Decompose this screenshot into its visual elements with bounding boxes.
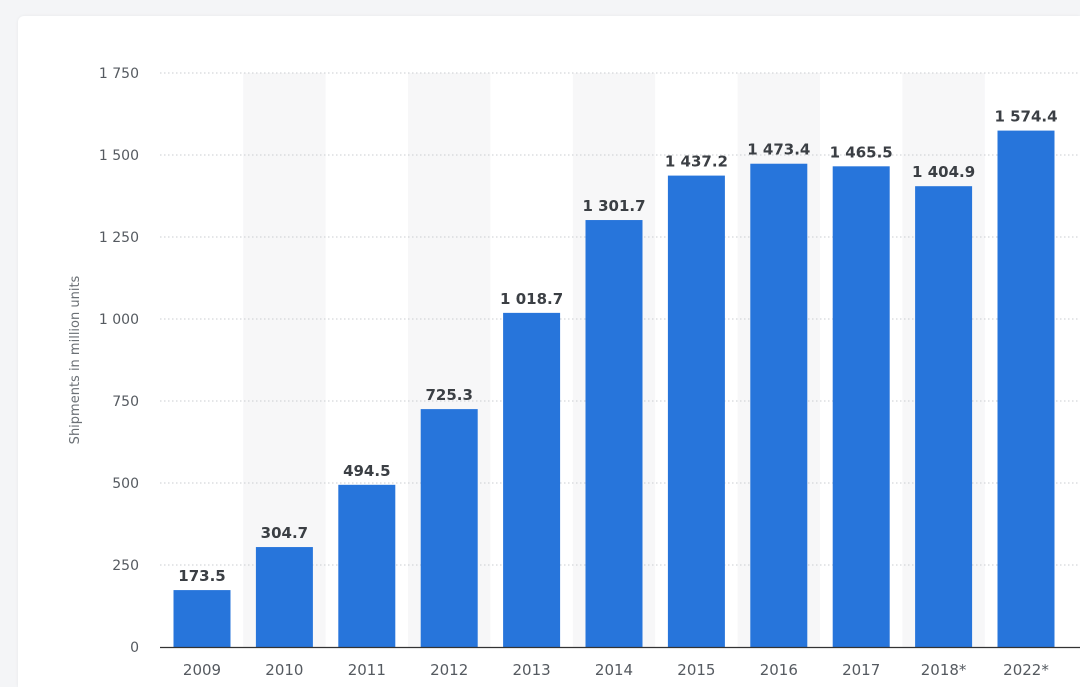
data-label: 1 018.7 (500, 290, 563, 308)
data-label: 725.3 (425, 386, 472, 404)
x-tick-label: 2011 (348, 661, 386, 679)
y-tick-label: 1 250 (99, 230, 139, 246)
y-tick-label: 1 500 (99, 148, 139, 164)
data-label: 1 574.4 (994, 108, 1057, 126)
bar-2013 (503, 312, 561, 647)
bar-2014 (585, 220, 643, 647)
x-tick-label: 2014 (595, 661, 633, 679)
data-label: 173.5 (178, 567, 225, 585)
bar-2015 (667, 175, 725, 648)
y-axis-ticks: 0 250 500 750 1 000 1 250 1 500 1 750 (99, 66, 139, 656)
data-label: 494.5 (343, 462, 390, 480)
data-label: 1 437.2 (665, 153, 728, 171)
bar-2011 (338, 484, 396, 647)
data-label: 1 473.4 (747, 141, 810, 159)
x-tick-label: 2016 (760, 661, 798, 679)
x-tick-label: 2022* (1003, 661, 1049, 679)
bar-2010 (255, 547, 313, 647)
x-axis-ticks: 2009 2010 2011 2012 2013 2014 2015 2016 2017 2018… (183, 661, 1049, 679)
y-axis-label: Shipments in million units (68, 275, 83, 444)
y-tick-label: 1 750 (99, 66, 139, 82)
data-label: 1 301.7 (582, 197, 645, 215)
data-labels: 173.5 304.7 494.5 725.3 1 018.7 1 301.7 1 437.… (178, 108, 1057, 585)
x-tick-label: 2009 (183, 661, 221, 679)
y-tick-label: 750 (112, 394, 139, 410)
bar-2017 (832, 166, 890, 648)
bar-2009 (173, 590, 231, 647)
x-tick-label: 2013 (513, 661, 551, 679)
x-tick-label: 2015 (677, 661, 715, 679)
y-tick-label: 0 (130, 640, 139, 656)
x-tick-label: 2012 (430, 661, 468, 679)
bar-2022* (997, 130, 1055, 647)
data-label: 1 465.5 (830, 143, 893, 161)
bar-2018* (915, 186, 973, 647)
y-tick-label: 1 000 (99, 312, 139, 328)
data-label: 1 404.9 (912, 163, 975, 181)
data-label: 304.7 (261, 524, 308, 542)
x-tick-label: 2018* (921, 661, 967, 679)
bar-2012 (420, 409, 478, 647)
x-tick-label: 2010 (265, 661, 303, 679)
y-tick-label: 250 (112, 558, 139, 574)
y-tick-label: 500 (112, 476, 139, 492)
bar-2016 (750, 163, 808, 647)
x-tick-label: 2017 (842, 661, 880, 679)
bars (173, 130, 1055, 648)
